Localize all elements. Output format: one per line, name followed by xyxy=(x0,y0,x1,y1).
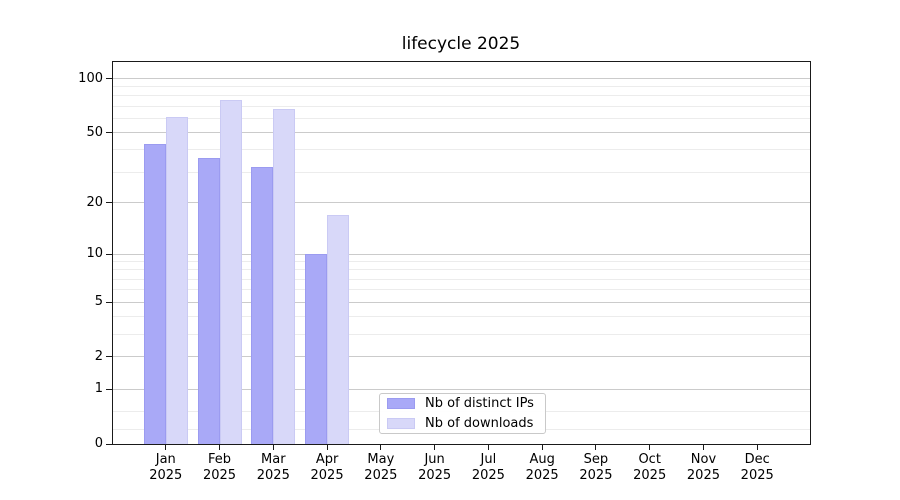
x-tick-label: Jan 2025 xyxy=(149,452,183,483)
legend-label-downloads: Nb of downloads xyxy=(425,416,534,431)
y-tick-mark xyxy=(106,301,112,303)
major-gridline xyxy=(112,388,811,390)
x-tick-label: Dec 2025 xyxy=(740,452,774,483)
bar-mar-downloads xyxy=(273,108,296,444)
x-tick-mark xyxy=(702,444,704,450)
legend-swatch-distinct-ips xyxy=(387,398,415,409)
minor-gridline xyxy=(112,278,811,280)
x-tick-label: Jun 2025 xyxy=(418,452,452,483)
y-tick-label: 5 xyxy=(94,294,103,310)
major-gridline xyxy=(112,202,811,204)
legend-swatch-downloads xyxy=(387,418,415,429)
x-tick-mark xyxy=(595,444,597,450)
x-tick-mark xyxy=(434,444,436,450)
minor-gridline xyxy=(112,171,811,173)
bar-apr-distinct-ips xyxy=(305,254,328,444)
y-tick-mark xyxy=(106,356,112,358)
x-tick-label: May 2025 xyxy=(364,452,398,483)
minor-gridline xyxy=(112,333,811,335)
x-tick-label: Sep 2025 xyxy=(579,452,613,483)
y-tick-label: 0 xyxy=(94,436,103,451)
y-tick-label: 20 xyxy=(86,194,103,210)
minor-gridline xyxy=(112,105,811,107)
bar-feb-downloads xyxy=(219,100,242,444)
minor-gridline xyxy=(112,95,811,97)
y-tick-mark xyxy=(106,132,112,134)
y-tick-mark xyxy=(106,202,112,204)
x-tick-mark xyxy=(541,444,543,450)
minor-gridline xyxy=(112,149,811,151)
x-tick-mark xyxy=(649,444,651,450)
bar-apr-downloads xyxy=(327,215,350,444)
y-tick-label: 100 xyxy=(78,70,103,86)
y-tick-label: 1 xyxy=(94,381,103,397)
x-tick-mark xyxy=(272,444,274,450)
legend-item-downloads: Nb of downloads xyxy=(380,415,545,432)
x-tick-mark xyxy=(219,444,221,450)
x-tick-mark xyxy=(165,444,167,450)
legend-item-distinct-ips: Nb of distinct IPs xyxy=(380,395,545,412)
x-tick-mark xyxy=(756,444,758,450)
x-tick-label: Jul 2025 xyxy=(471,452,505,483)
x-tick-mark xyxy=(487,444,489,450)
minor-gridline xyxy=(112,86,811,88)
bar-feb-distinct-ips xyxy=(197,158,220,444)
legend: Nb of distinct IPs Nb of downloads xyxy=(379,393,546,434)
bar-jan-downloads xyxy=(165,117,188,444)
minor-gridline xyxy=(112,289,811,291)
y-tick-mark xyxy=(106,443,112,445)
y-tick-mark xyxy=(106,253,112,255)
x-tick-label: Oct 2025 xyxy=(633,452,667,483)
minor-gridline xyxy=(112,117,811,119)
major-gridline xyxy=(112,78,811,79)
x-tick-mark xyxy=(380,444,382,450)
y-tick-mark xyxy=(106,78,112,79)
major-gridline xyxy=(112,356,811,358)
minor-gridline xyxy=(112,269,811,271)
x-tick-label: Apr 2025 xyxy=(310,452,344,483)
bar-mar-distinct-ips xyxy=(251,167,274,444)
x-tick-label: Nov 2025 xyxy=(686,452,720,483)
major-gridline xyxy=(112,132,811,134)
x-tick-label: Mar 2025 xyxy=(256,452,290,483)
x-tick-label: Feb 2025 xyxy=(202,452,237,483)
major-gridline xyxy=(112,301,811,303)
x-tick-mark xyxy=(326,444,328,450)
bar-jan-distinct-ips xyxy=(143,144,166,444)
minor-gridline xyxy=(112,316,811,318)
chart-title: lifecycle 2025 xyxy=(401,34,521,54)
y-tick-mark xyxy=(106,388,112,390)
minor-gridline xyxy=(112,261,811,263)
major-gridline xyxy=(112,253,811,255)
plot-border xyxy=(112,61,811,445)
x-tick-label: Aug 2025 xyxy=(525,452,559,483)
y-tick-label: 50 xyxy=(86,124,103,140)
y-tick-label: 10 xyxy=(86,246,103,262)
y-tick-label: 2 xyxy=(94,348,103,364)
legend-label-distinct-ips: Nb of distinct IPs xyxy=(425,396,534,411)
